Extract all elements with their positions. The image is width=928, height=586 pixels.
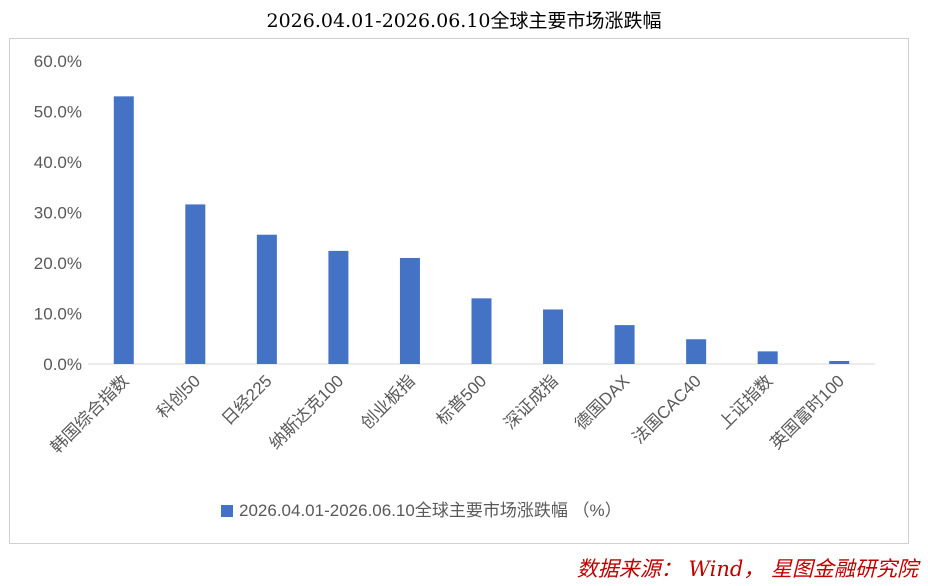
bar	[614, 325, 635, 364]
bar	[471, 298, 492, 364]
y-tick-label: 40.0%	[34, 153, 82, 172]
y-tick-label: 60.0%	[34, 52, 82, 71]
chart-frame	[9, 38, 909, 544]
bar	[328, 250, 349, 364]
x-tick-label: 上证指数	[715, 371, 777, 433]
x-tick-label: 日经225	[218, 371, 276, 429]
x-tick-label: 科创50	[153, 371, 204, 422]
y-tick-label: 30.0%	[34, 204, 82, 223]
x-tick-label: 创业板指	[357, 371, 419, 433]
bar	[686, 339, 707, 364]
bar	[829, 360, 850, 364]
x-tick-label: 法国CAC40	[629, 371, 705, 447]
x-tick-label: 纳斯达克100	[266, 371, 348, 453]
y-tick-label: 0.0%	[43, 355, 82, 374]
x-tick-label: 韩国综合指数	[47, 371, 133, 457]
y-tick-label: 50.0%	[34, 103, 82, 122]
y-tick-label: 20.0%	[34, 254, 82, 273]
bar	[113, 96, 134, 364]
x-tick-label: 标普500	[433, 371, 491, 429]
x-tick-label: 英国富时100	[766, 371, 848, 453]
chart-title: 2026.04.01-2026.06.10全球主要市场涨跌幅	[266, 10, 662, 32]
bar	[399, 257, 420, 364]
legend-swatch	[221, 505, 233, 517]
bar	[757, 351, 778, 364]
source-note: 数据来源： Wind， 星图金融研究院	[576, 557, 918, 581]
bar	[543, 309, 564, 364]
x-tick-label: 德国DAX	[571, 371, 633, 433]
bar	[256, 234, 277, 364]
legend-label: 2026.04.01-2026.06.10全球主要市场涨跌幅 （%）	[239, 501, 622, 520]
y-tick-label: 10.0%	[34, 305, 82, 324]
bar	[185, 204, 206, 364]
x-tick-label: 深证成指	[500, 371, 562, 433]
